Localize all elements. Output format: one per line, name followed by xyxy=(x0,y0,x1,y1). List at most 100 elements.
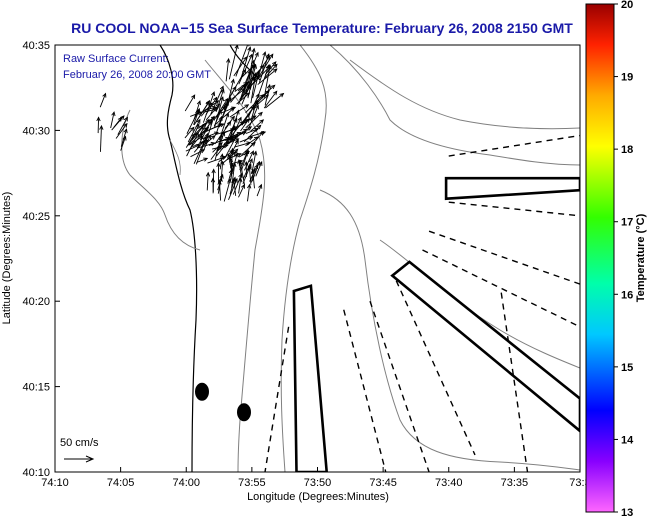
current-vector xyxy=(197,141,216,149)
current-vector xyxy=(251,150,258,175)
current-vector xyxy=(190,149,206,158)
current-vector xyxy=(256,63,271,99)
contour-line xyxy=(204,59,266,472)
x-axis-label: Longitude (Degrees:Minutes) xyxy=(247,491,389,503)
current-vector xyxy=(188,132,203,151)
current-vector xyxy=(230,147,235,175)
current-vector xyxy=(96,116,101,134)
current-vector xyxy=(256,183,263,197)
current-vector xyxy=(219,153,225,170)
contour-line xyxy=(319,189,580,471)
current-vector xyxy=(187,118,201,143)
current-vector xyxy=(184,126,195,139)
current-vector xyxy=(247,183,252,202)
current-vector xyxy=(245,59,256,95)
contour-line xyxy=(379,239,580,369)
current-vector xyxy=(225,132,239,157)
inset-line-1: Raw Surface Current: xyxy=(63,53,169,65)
x-tick-label: 74:10 xyxy=(41,477,69,489)
current-vector xyxy=(218,112,230,141)
x-axis-ticks: 74:10 74:05 74:00 73:55 73:50 73:45 73:40 73:35… xyxy=(41,467,591,489)
current-vector xyxy=(245,136,259,147)
current-vector xyxy=(232,173,243,195)
current-vector xyxy=(237,115,257,128)
current-vector xyxy=(184,94,196,112)
current-vector xyxy=(229,176,237,195)
scale-label: 50 cm/s xyxy=(60,437,99,449)
colorbar-tick-label: 18 xyxy=(621,144,633,156)
y-axis-label: Latitude (Degrees:Minutes) xyxy=(1,192,13,325)
chart-title: RU COOL NOAA−15 Sea Surface Temperature:… xyxy=(71,20,573,36)
contour-line xyxy=(329,45,580,166)
colorbar-label: Temperature (°C) xyxy=(635,213,647,302)
x-tick-label: 73:45 xyxy=(369,477,397,489)
current-vector xyxy=(235,45,250,77)
colorbar-tick-label: 19 xyxy=(621,72,633,84)
current-vector xyxy=(115,122,128,139)
marker-2 xyxy=(237,403,251,422)
current-vector xyxy=(234,141,252,148)
current-vector xyxy=(250,119,265,132)
contour-line xyxy=(349,59,580,130)
current-vector xyxy=(264,83,272,106)
dashed-lines xyxy=(264,134,580,472)
dash-4 xyxy=(422,249,580,328)
y-axis-ticks: 40:10 40:15 40:20 40:25 40:30 40:35 xyxy=(22,40,60,479)
current-vector xyxy=(263,90,278,109)
coastline xyxy=(159,45,198,472)
current-vector xyxy=(241,75,255,105)
y-tick-label: 40:35 xyxy=(22,40,50,52)
bathymetry-contours xyxy=(121,45,580,472)
current-vector xyxy=(191,123,200,140)
current-vector xyxy=(241,141,256,156)
current-vector xyxy=(120,128,128,147)
box-southeast xyxy=(390,260,580,433)
current-vector xyxy=(202,131,219,140)
colorbar-tick-label: 13 xyxy=(621,507,633,518)
current-vector xyxy=(203,135,216,146)
marker-1 xyxy=(195,382,209,401)
contour-line xyxy=(169,139,181,176)
colorbar-tick-label: 20 xyxy=(621,0,633,11)
current-vector xyxy=(228,177,238,201)
current-vector xyxy=(242,158,253,180)
current-vectors xyxy=(96,45,285,202)
current-vector xyxy=(259,53,274,76)
y-tick-label: 40:15 xyxy=(22,382,50,394)
y-tick-label: 40:20 xyxy=(22,296,50,308)
current-vector xyxy=(257,68,278,85)
current-vector xyxy=(200,118,210,134)
current-vector xyxy=(99,92,107,108)
current-vector xyxy=(204,105,217,111)
current-vector xyxy=(265,92,285,109)
current-vector xyxy=(196,157,209,163)
x-tick-label: 73:55 xyxy=(238,477,266,489)
current-vector xyxy=(238,53,253,85)
current-vector xyxy=(265,61,277,75)
current-vector xyxy=(236,92,251,105)
colorbar-tick-label: 16 xyxy=(621,289,633,301)
contour-line xyxy=(280,45,327,472)
current-vector xyxy=(223,178,232,202)
current-vector xyxy=(264,63,278,78)
current-vector xyxy=(233,56,248,77)
current-vector xyxy=(117,116,128,135)
y-tick-label: 40:25 xyxy=(22,211,50,223)
markers xyxy=(195,382,251,422)
colorbar-ticks: 13 14 15 16 17 18 19 20 xyxy=(614,0,634,518)
dash-9 xyxy=(500,292,529,472)
current-vector xyxy=(205,103,221,121)
current-vector xyxy=(216,141,229,157)
plot-background xyxy=(55,45,580,472)
box-south xyxy=(292,284,329,472)
x-tick-label: 73:3 xyxy=(569,477,590,489)
current-vector xyxy=(111,115,125,131)
x-tick-label: 73:35 xyxy=(501,477,529,489)
current-vector xyxy=(99,124,104,152)
dash-8 xyxy=(264,326,290,472)
current-vector xyxy=(243,124,262,143)
current-vector xyxy=(244,150,254,171)
colorbar-tick-label: 14 xyxy=(621,434,634,446)
dash-5 xyxy=(395,280,476,456)
